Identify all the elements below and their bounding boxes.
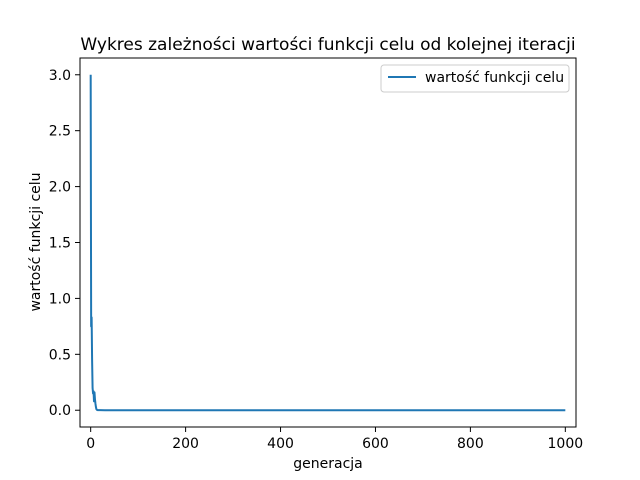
axes-frame	[79, 57, 577, 428]
x-tick-label: 600	[362, 436, 389, 452]
y-axis-label: wartość funkcji celu	[28, 172, 44, 311]
series-line	[89, 74, 566, 412]
x-tick-label: 200	[172, 436, 199, 452]
legend-label: wartość funkcji celu	[425, 70, 564, 86]
y-tick-label: 3.0	[49, 68, 71, 84]
x-tick-label: 800	[457, 436, 484, 452]
y-tick-label: 2.5	[49, 124, 71, 140]
y-tick-label: 0.0	[49, 403, 71, 419]
legend: wartość funkcji celu	[380, 64, 570, 93]
y-tick-label: 1.0	[49, 291, 71, 307]
y-tick-label: 2.0	[49, 180, 71, 196]
x-tick-label: 400	[267, 436, 294, 452]
y-tick-label: 1.5	[49, 236, 71, 252]
x-tick-label: 1000	[548, 436, 584, 452]
chart-title: Wykres zależności wartości funkcji celu …	[80, 35, 575, 55]
x-tick-label: 0	[86, 436, 95, 452]
x-axis-label: generacja	[293, 456, 363, 472]
legend-box	[380, 64, 570, 93]
y-tick-label: 0.5	[49, 347, 71, 363]
